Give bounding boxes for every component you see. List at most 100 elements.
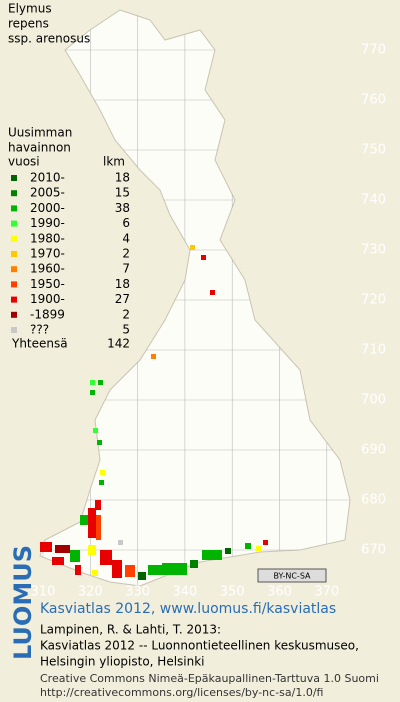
occurrence [225, 548, 231, 554]
species-name: repens [8, 17, 49, 31]
occurrence [263, 540, 268, 545]
legend-swatch [11, 281, 17, 288]
occurrence [80, 515, 88, 525]
east-label: 310 [31, 585, 56, 600]
north-label: 760 [361, 93, 386, 108]
footer-line: Lampinen, R. & Lahti, T. 2013: [40, 623, 221, 637]
occurrence [97, 440, 102, 445]
legend-label: ??? [30, 323, 49, 337]
legend-label: 2010- [30, 171, 65, 185]
legend-count: 38 [115, 201, 130, 215]
occurrence [98, 380, 103, 385]
occurrence [90, 390, 95, 395]
legend-header: havainnon [8, 141, 71, 155]
legend-swatch [11, 190, 17, 197]
north-label: 750 [361, 143, 386, 158]
east-label: 360 [267, 585, 292, 600]
legend-count: 5 [122, 323, 130, 337]
legend-label: 2005- [30, 186, 65, 200]
legend-label: 1900- [30, 292, 65, 306]
occurrence [100, 470, 105, 475]
license-badge-text: BY-NC-SA [273, 572, 311, 581]
occurrence [93, 428, 98, 433]
legend-label: 1980- [30, 231, 65, 245]
occurrence [210, 290, 215, 295]
north-label: 730 [361, 243, 386, 258]
license-badge [257, 568, 327, 583]
east-label: 340 [172, 585, 197, 600]
north-label: 770 [361, 43, 386, 58]
legend-count: 15 [115, 186, 130, 200]
occurrence [100, 550, 112, 565]
grid-labels: 770 760 750 740 730 720 710 700 690 680 670 310 320 3… [31, 43, 386, 600]
footer-link[interactable]: Kasviatlas 2012, www.luomus.fi/kasviatla… [40, 601, 336, 617]
occurrence [88, 545, 96, 555]
legend-count: 2 [122, 307, 130, 321]
occurrence [138, 572, 146, 580]
legend-label: 1950- [30, 277, 65, 291]
legend-header: lkm [103, 155, 125, 169]
legend-total: 142 [107, 337, 130, 351]
occurrence [99, 480, 104, 485]
occurrence [95, 500, 101, 510]
occurrence [40, 542, 52, 552]
occurrence [112, 560, 122, 578]
north-label: 740 [361, 193, 386, 208]
occurrence [190, 560, 198, 568]
legend-count: 6 [122, 216, 130, 230]
occurrences [40, 245, 268, 580]
legend-swatch [11, 266, 17, 273]
east-label: 320 [78, 585, 103, 600]
legend-label: -1899 [30, 307, 65, 321]
east-label: 370 [314, 585, 339, 600]
occurrence [52, 557, 64, 565]
legend-label: 2000- [30, 201, 65, 215]
legend-count: 7 [122, 262, 130, 276]
occurrence [190, 245, 195, 250]
legend-total-label: Yhteensä [11, 337, 68, 351]
occurrence [125, 565, 135, 577]
legend-count: 18 [115, 171, 130, 185]
east-label: 330 [125, 585, 150, 600]
legend: 2010- 18 2005- 15 2000- 38 1990- 6 1980- 4 1970- 2 1… [11, 171, 130, 337]
species-name: Elymus [8, 2, 52, 16]
occurrence [151, 354, 156, 359]
legend-count: 2 [122, 247, 130, 261]
logo: LUOMUS [9, 545, 37, 660]
east-label: 350 [220, 585, 245, 600]
legend-label: 1960- [30, 262, 65, 276]
occurrence [88, 508, 96, 538]
north-label: 680 [361, 493, 386, 508]
occurrence [202, 550, 222, 560]
occurrence [201, 255, 206, 260]
occurrence [96, 515, 101, 540]
occurrence [90, 380, 95, 385]
legend-swatch [11, 235, 17, 242]
footer-line: Helsingin yliopisto, Helsinki [40, 655, 205, 669]
legend-swatch [11, 296, 17, 303]
occurrence [118, 540, 123, 545]
legend-count: 27 [115, 292, 130, 306]
north-label: 720 [361, 293, 386, 308]
occurrence [256, 546, 261, 551]
occurrence [75, 565, 81, 575]
license-url[interactable]: http://creativecommons.org/licenses/by-n… [40, 686, 323, 699]
footer-line: Kasviatlas 2012 -- Luonnontieteellinen k… [40, 639, 359, 653]
license-text: Creative Commons Nimeä-Epäkaupallinen-Ta… [40, 672, 379, 685]
occurrence [162, 563, 187, 575]
north-label: 700 [361, 393, 386, 408]
legend-label: 1970- [30, 247, 65, 261]
legend-swatch [11, 327, 17, 333]
legend-swatch [11, 220, 17, 227]
legend-swatch [11, 311, 17, 318]
legend-swatch [11, 205, 17, 212]
legend-swatch [11, 251, 17, 257]
north-label: 710 [361, 343, 386, 358]
species-name: ssp. arenosus [8, 32, 90, 46]
legend-header: vuosi [8, 155, 40, 169]
north-label: 670 [361, 543, 386, 558]
occurrence [70, 550, 80, 562]
legend-label: 1990- [30, 216, 65, 230]
